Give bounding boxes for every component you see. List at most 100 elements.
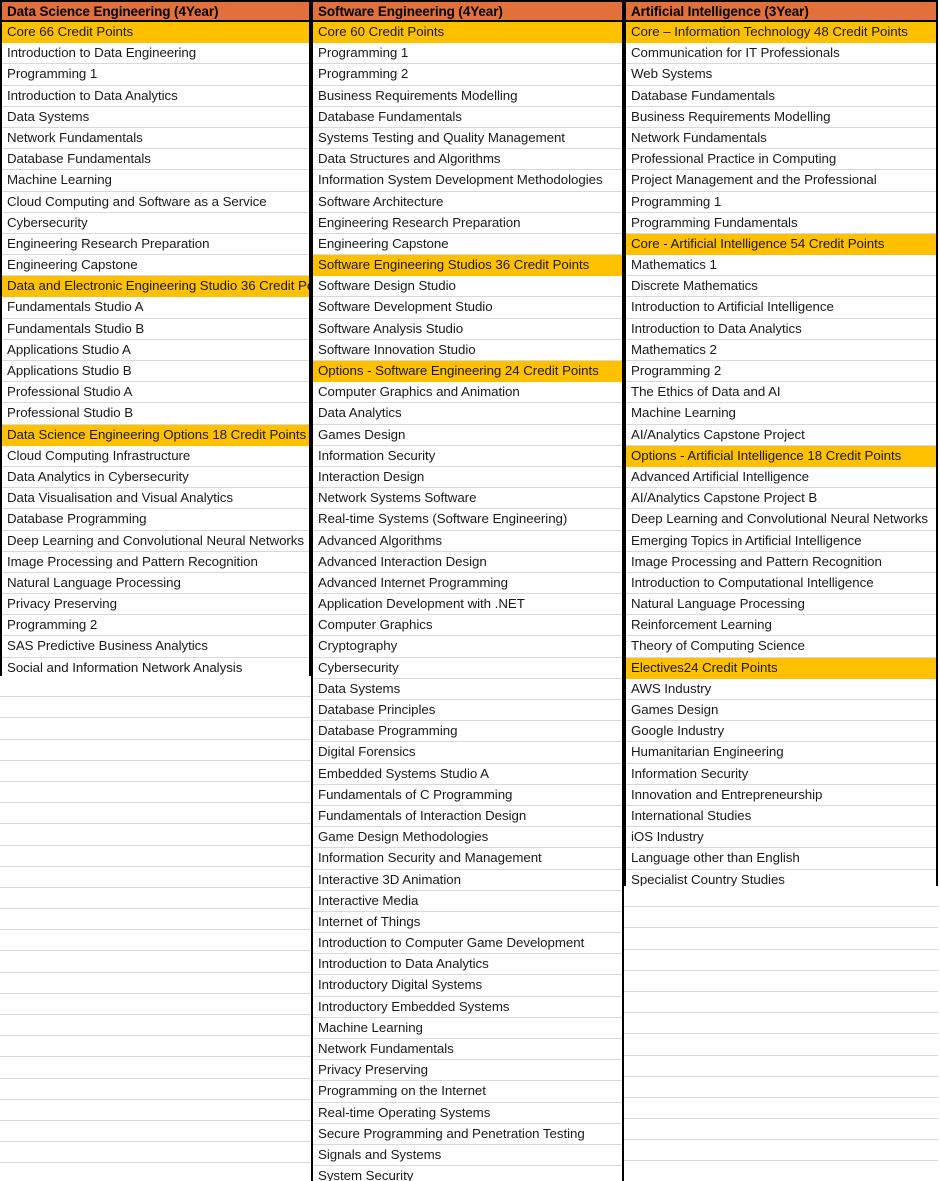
subject-row: Advanced Algorithms bbox=[313, 531, 622, 552]
subject-row: Embedded Systems Studio A bbox=[313, 764, 622, 785]
subject-row: Information Security bbox=[313, 446, 622, 467]
column-body: Data Science Engineering (4Year) Core 66… bbox=[0, 0, 311, 681]
subject-row: Data Visualisation and Visual Analytics bbox=[2, 488, 309, 510]
subject-row: Innovation and Entrepreneurship bbox=[626, 785, 936, 806]
subject-row: Natural Language Processing bbox=[2, 573, 309, 595]
subject-row: Image Processing and Pattern Recognition bbox=[2, 552, 309, 573]
subject-row: The Ethics of Data and AI bbox=[626, 382, 936, 404]
subject-row: Discrete Mathematics bbox=[626, 276, 936, 298]
empty-grid-row bbox=[624, 1077, 938, 1098]
subject-row: Real-time Systems (Software Engineering) bbox=[313, 509, 622, 531]
subject-row: Machine Learning bbox=[313, 1018, 622, 1039]
subject-row: Engineering Capstone bbox=[313, 234, 622, 256]
empty-grid-row bbox=[0, 803, 311, 825]
empty-grid-row bbox=[624, 1098, 938, 1120]
subject-row: Business Requirements Modelling bbox=[626, 107, 936, 128]
subject-row: Image Processing and Pattern Recognition bbox=[626, 552, 936, 573]
subject-row: Deep Learning and Convolutional Neural N… bbox=[2, 531, 309, 552]
column-header: Data Science Engineering (4Year) bbox=[2, 0, 309, 22]
subject-row: Professional Studio B bbox=[2, 403, 309, 425]
subject-row: Cryptography bbox=[313, 636, 622, 658]
subject-row: AI/Analytics Capstone Project B bbox=[626, 488, 936, 510]
subject-row: Database Programming bbox=[2, 509, 309, 531]
subject-row: Engineering Capstone bbox=[2, 255, 309, 277]
subject-row: Cybersecurity bbox=[2, 213, 309, 234]
empty-grid-row bbox=[0, 1015, 311, 1037]
section-heading-row: Software Engineering Studios 36 Credit P… bbox=[313, 255, 622, 277]
subject-row: Engineering Research Preparation bbox=[313, 213, 622, 234]
subject-row: AWS Industry bbox=[626, 679, 936, 700]
column-header: Software Engineering (4Year) bbox=[313, 0, 622, 22]
subject-row: Communication for IT Professionals bbox=[626, 43, 936, 65]
subject-row: Network Fundamentals bbox=[313, 1039, 622, 1061]
subject-row: Computer Graphics and Animation bbox=[313, 382, 622, 404]
column-data-science-engineering: Data Science Engineering (4Year) Core 66… bbox=[0, 0, 311, 681]
subject-row: Database Principles bbox=[313, 700, 622, 722]
subject-row: Privacy Preserving bbox=[2, 594, 309, 616]
section-heading-row: Core - Artificial Intelligence 54 Credit… bbox=[626, 233, 936, 256]
subject-row: Introduction to Computer Game Developmen… bbox=[313, 933, 622, 955]
subject-row: Specialist Country Studies bbox=[631, 871, 785, 887]
empty-grid-row bbox=[624, 886, 938, 908]
subject-row: Mathematics 2 bbox=[626, 340, 936, 361]
subject-row: Web Systems bbox=[626, 64, 936, 86]
subject-row: Programming 1 bbox=[313, 43, 622, 65]
subject-row: Cloud Computing and Software as a Servic… bbox=[2, 192, 309, 213]
subject-row: Professional Studio A bbox=[2, 382, 309, 404]
empty-grid-row bbox=[0, 1163, 311, 1181]
subject-row: Engineering Research Preparation bbox=[2, 234, 309, 256]
subject-row: Mathematics 1 bbox=[626, 255, 936, 277]
subject-row: Programming 2 bbox=[313, 64, 622, 86]
subject-row: Data Systems bbox=[2, 107, 309, 128]
empty-grid-row bbox=[0, 1142, 311, 1164]
subject-row: Digital Forensics bbox=[313, 742, 622, 764]
subject-row: Introductory Digital Systems bbox=[313, 975, 622, 997]
subject-row: Database Fundamentals bbox=[313, 107, 622, 128]
subject-row: Information Security and Management bbox=[313, 848, 622, 870]
subject-row: Secure Programming and Penetration Testi… bbox=[313, 1124, 622, 1145]
subject-row: Privacy Preserving bbox=[313, 1060, 622, 1082]
empty-grid-row bbox=[0, 676, 311, 698]
empty-grid-row bbox=[624, 1034, 938, 1056]
subject-row: Programming 1 bbox=[626, 192, 936, 213]
subject-row: Programming 1 bbox=[2, 64, 309, 86]
empty-grid-row bbox=[624, 1013, 938, 1035]
subject-row: Cybersecurity bbox=[313, 658, 622, 679]
subject-row: Interaction Design bbox=[313, 467, 622, 489]
empty-grid-below-column-3 bbox=[624, 886, 938, 1181]
subject-row: Software Innovation Studio bbox=[313, 340, 622, 361]
column-rows: Core 60 Credit Points Programming 1 Progra… bbox=[313, 22, 622, 1181]
empty-grid-row bbox=[0, 1057, 311, 1079]
subject-row: Fundamentals of C Programming bbox=[313, 785, 622, 806]
empty-grid-row bbox=[0, 909, 311, 931]
subject-row: Internet of Things bbox=[313, 912, 622, 934]
subject-row: Deep Learning and Convolutional Neural N… bbox=[626, 509, 936, 531]
subject-row: Software Development Studio bbox=[313, 297, 622, 319]
empty-grid-row bbox=[624, 928, 938, 950]
subject-row: Programming Fundamentals bbox=[626, 213, 936, 234]
empty-grid-row bbox=[0, 973, 311, 994]
section-heading-row: Core 66 Credit Points bbox=[2, 22, 309, 44]
subject-row: Fundamentals of Interaction Design bbox=[313, 806, 622, 828]
subject-row: Real-time Operating Systems bbox=[313, 1103, 622, 1124]
subject-row: Interactive 3D Animation bbox=[313, 870, 622, 891]
column-body: Software Engineering (4Year) Core 60 Cre… bbox=[311, 0, 624, 1181]
subject-row: Introduction to Data Analytics bbox=[313, 954, 622, 976]
subject-row: Programming 2 bbox=[626, 361, 936, 383]
empty-grid-row bbox=[0, 718, 311, 740]
subject-row: Introduction to Data Analytics bbox=[626, 319, 936, 340]
subject-row: Advanced Artificial Intelligence bbox=[626, 467, 936, 489]
column-artificial-intelligence: Artificial Intelligence (3Year) Core – I… bbox=[624, 0, 938, 893]
section-heading-row: Data Science Engineering Options 18 Cred… bbox=[2, 424, 309, 446]
column-body: Artificial Intelligence (3Year) Core – I… bbox=[624, 0, 938, 893]
section-heading-row: Electives24 Credit Points bbox=[626, 657, 936, 679]
empty-grid-row bbox=[624, 971, 938, 992]
empty-grid-row bbox=[0, 761, 311, 782]
empty-grid-row bbox=[0, 867, 311, 888]
subject-row: Game Design Methodologies bbox=[313, 827, 622, 849]
subject-row: Applications Studio A bbox=[2, 340, 309, 361]
subject-row: Information Security bbox=[626, 764, 936, 785]
empty-grid-row bbox=[0, 951, 311, 973]
subject-row: Cloud Computing Infrastructure bbox=[2, 446, 309, 467]
